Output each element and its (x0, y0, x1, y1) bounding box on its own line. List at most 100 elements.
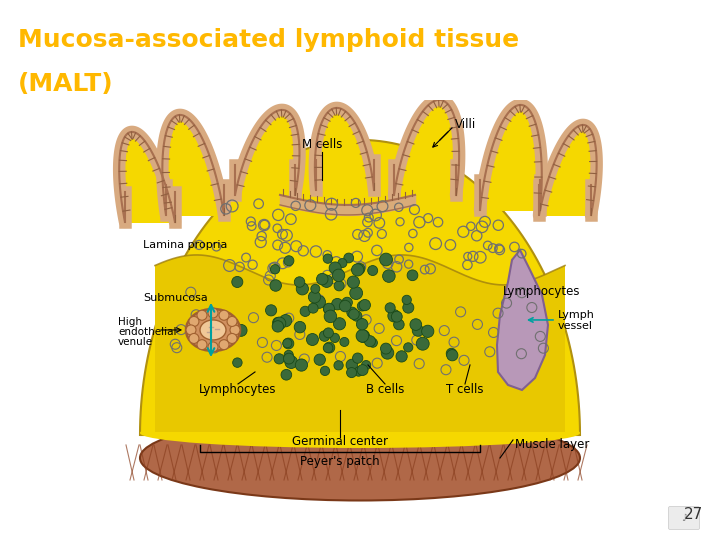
Circle shape (353, 353, 363, 363)
FancyBboxPatch shape (668, 507, 700, 530)
Circle shape (197, 310, 207, 320)
Circle shape (357, 330, 369, 342)
Text: Lamina propria: Lamina propria (143, 240, 228, 250)
Ellipse shape (186, 309, 240, 351)
Circle shape (388, 309, 400, 322)
Circle shape (283, 339, 292, 348)
Circle shape (357, 364, 368, 375)
Text: Peyer's patch: Peyer's patch (300, 455, 380, 469)
Circle shape (197, 340, 207, 350)
Circle shape (208, 308, 218, 318)
Circle shape (274, 354, 284, 364)
Polygon shape (235, 110, 300, 195)
Circle shape (446, 348, 456, 359)
Text: Germinal center: Germinal center (292, 435, 388, 449)
Circle shape (354, 264, 365, 274)
Circle shape (227, 334, 237, 343)
Circle shape (284, 350, 293, 360)
Circle shape (273, 321, 282, 330)
Circle shape (266, 305, 276, 316)
Text: ♪: ♪ (681, 513, 687, 523)
Circle shape (314, 354, 325, 366)
Polygon shape (539, 125, 597, 215)
Circle shape (312, 296, 325, 308)
Text: Lymphocytes: Lymphocytes (199, 383, 276, 396)
Text: endothelial: endothelial (118, 327, 176, 337)
Circle shape (422, 325, 434, 338)
Polygon shape (162, 115, 224, 215)
Circle shape (308, 303, 318, 313)
Circle shape (380, 343, 392, 354)
Circle shape (307, 334, 318, 346)
Circle shape (300, 306, 310, 316)
Circle shape (382, 270, 395, 282)
Circle shape (323, 303, 335, 314)
Circle shape (324, 310, 337, 322)
Circle shape (273, 318, 282, 327)
Text: B cells: B cells (366, 383, 404, 396)
Circle shape (227, 316, 237, 327)
Text: Submucosa: Submucosa (143, 293, 208, 303)
Text: T cells: T cells (446, 383, 484, 396)
Circle shape (356, 319, 368, 330)
Circle shape (402, 295, 411, 305)
Circle shape (273, 317, 286, 330)
Circle shape (361, 361, 371, 370)
Text: Lymph: Lymph (558, 310, 595, 320)
Circle shape (219, 340, 229, 350)
Circle shape (404, 343, 413, 352)
Circle shape (339, 300, 351, 312)
Circle shape (219, 310, 229, 320)
Text: Mucosa-associated lymphoid tissue: Mucosa-associated lymphoid tissue (18, 28, 519, 52)
Circle shape (329, 262, 341, 274)
Text: Villi: Villi (455, 118, 476, 131)
Circle shape (402, 302, 414, 313)
Circle shape (347, 276, 359, 288)
Circle shape (294, 321, 306, 333)
Circle shape (284, 256, 294, 266)
Circle shape (283, 338, 294, 349)
Circle shape (320, 275, 333, 287)
Circle shape (413, 325, 423, 336)
Circle shape (284, 353, 294, 364)
Polygon shape (120, 132, 175, 222)
Circle shape (323, 328, 333, 338)
Circle shape (296, 283, 308, 295)
Ellipse shape (140, 415, 580, 501)
Text: High: High (118, 317, 142, 327)
Circle shape (346, 359, 358, 371)
Circle shape (368, 266, 378, 275)
Circle shape (416, 338, 429, 350)
Circle shape (347, 307, 358, 318)
Circle shape (189, 316, 199, 327)
Text: venule: venule (118, 337, 153, 347)
Circle shape (394, 319, 404, 330)
Circle shape (348, 309, 359, 320)
Circle shape (333, 318, 346, 330)
Circle shape (392, 311, 402, 322)
Circle shape (342, 297, 352, 308)
Circle shape (320, 366, 330, 375)
Ellipse shape (140, 418, 580, 448)
Circle shape (334, 361, 343, 370)
Text: Lymphocytes: Lymphocytes (503, 286, 580, 299)
Circle shape (357, 301, 367, 311)
Circle shape (324, 342, 335, 353)
Circle shape (295, 359, 307, 371)
Circle shape (272, 321, 284, 332)
Circle shape (294, 277, 305, 287)
Circle shape (446, 349, 458, 361)
Circle shape (208, 342, 218, 352)
Circle shape (189, 334, 199, 343)
Circle shape (334, 281, 344, 291)
Circle shape (346, 368, 356, 377)
Circle shape (332, 299, 343, 310)
Text: Muscle layer: Muscle layer (515, 438, 590, 451)
Polygon shape (155, 255, 565, 432)
Circle shape (354, 367, 363, 376)
Circle shape (323, 343, 333, 353)
Circle shape (369, 338, 377, 347)
Text: 27: 27 (684, 507, 703, 522)
Circle shape (344, 253, 354, 263)
Circle shape (381, 347, 394, 359)
